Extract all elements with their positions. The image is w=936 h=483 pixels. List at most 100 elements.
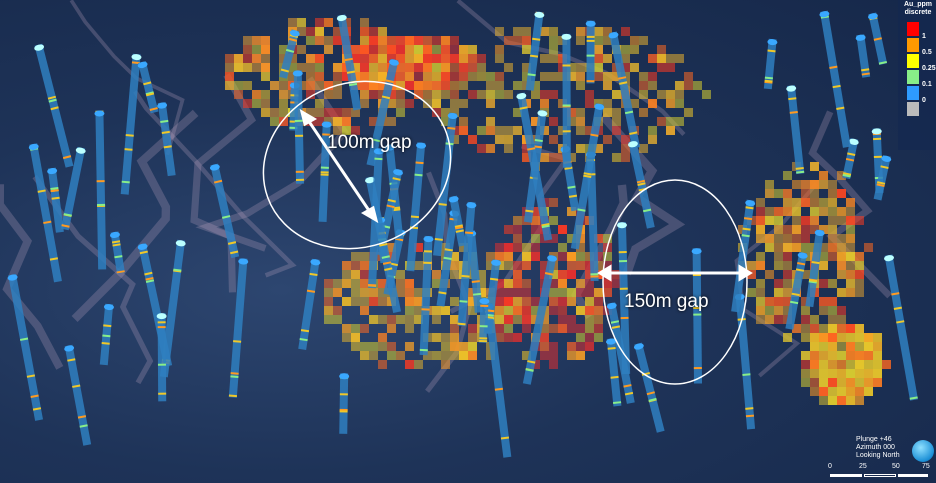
drillhole[interactable] bbox=[60, 146, 86, 231]
grade-block bbox=[387, 117, 396, 126]
grade-block bbox=[369, 90, 378, 99]
drillhole[interactable] bbox=[763, 38, 778, 90]
drillhole[interactable] bbox=[873, 155, 892, 201]
drillhole[interactable] bbox=[47, 167, 65, 233]
grade-block bbox=[441, 63, 450, 72]
drillhole[interactable] bbox=[120, 53, 142, 195]
grade-block bbox=[819, 279, 828, 288]
drillhole[interactable] bbox=[819, 10, 852, 148]
grade-block bbox=[405, 297, 414, 306]
grade-block bbox=[576, 126, 585, 135]
drillhole[interactable] bbox=[318, 121, 332, 222]
drillhole[interactable] bbox=[525, 11, 545, 91]
grade-block bbox=[342, 72, 351, 81]
drillhole[interactable] bbox=[608, 31, 641, 149]
legend-label: 0 bbox=[922, 97, 926, 104]
drillhole[interactable] bbox=[366, 58, 400, 167]
grade-block bbox=[387, 54, 396, 63]
drillhole[interactable] bbox=[730, 199, 756, 313]
grade-block bbox=[594, 270, 603, 279]
drillhole[interactable] bbox=[156, 313, 168, 402]
grade-block bbox=[540, 315, 549, 324]
grade-block bbox=[513, 261, 522, 270]
drillhole[interactable] bbox=[292, 70, 305, 184]
drillhole[interactable] bbox=[157, 102, 177, 177]
drillhole[interactable] bbox=[516, 92, 553, 241]
drillhole[interactable] bbox=[867, 12, 888, 65]
grade-block bbox=[648, 135, 657, 144]
grade-block bbox=[351, 342, 360, 351]
drillhole[interactable] bbox=[209, 163, 240, 259]
grade-block bbox=[468, 45, 477, 54]
grade-block bbox=[351, 324, 360, 333]
drillhole[interactable] bbox=[804, 229, 825, 308]
drillhole[interactable] bbox=[137, 61, 159, 114]
drillhole[interactable] bbox=[784, 251, 808, 330]
grade-block bbox=[774, 297, 783, 306]
grade-block bbox=[531, 297, 540, 306]
grade-block bbox=[756, 288, 765, 297]
drillhole[interactable] bbox=[633, 342, 665, 433]
grade-block bbox=[495, 135, 504, 144]
drillhole[interactable] bbox=[884, 254, 919, 401]
grade-block bbox=[765, 180, 774, 189]
grade-block bbox=[585, 315, 594, 324]
grade-block bbox=[297, 27, 306, 36]
drillhole[interactable] bbox=[606, 338, 623, 407]
drillhole[interactable] bbox=[616, 222, 631, 375]
drillhole[interactable] bbox=[419, 235, 434, 356]
drillhole[interactable] bbox=[841, 138, 859, 180]
grade-block bbox=[774, 261, 783, 270]
grade-block bbox=[594, 234, 603, 243]
grade-block bbox=[810, 162, 819, 171]
drillhole[interactable] bbox=[7, 273, 44, 421]
grade-block bbox=[477, 270, 486, 279]
grade-block bbox=[495, 252, 504, 261]
drillhole[interactable] bbox=[297, 258, 321, 351]
drillhole[interactable] bbox=[448, 195, 467, 247]
grade-block bbox=[594, 324, 603, 333]
drillhole[interactable] bbox=[691, 248, 703, 384]
drillhole[interactable] bbox=[561, 33, 572, 168]
grade-block bbox=[306, 90, 315, 99]
drillhole[interactable] bbox=[338, 373, 350, 434]
drillhole[interactable] bbox=[278, 29, 300, 79]
drillhole[interactable] bbox=[99, 303, 114, 366]
grade-block bbox=[675, 90, 684, 99]
drillhole[interactable] bbox=[110, 231, 126, 274]
grade-block bbox=[846, 207, 855, 216]
drillhole[interactable] bbox=[570, 103, 605, 250]
orientation-sphere-icon[interactable] bbox=[912, 440, 934, 462]
grade-block bbox=[504, 315, 513, 324]
drillhole[interactable] bbox=[627, 140, 655, 229]
grade-block bbox=[477, 72, 486, 81]
grade-block bbox=[846, 288, 855, 297]
grade-block bbox=[549, 27, 558, 36]
grade-block bbox=[459, 72, 468, 81]
grade-block bbox=[441, 333, 450, 342]
grade-block bbox=[504, 333, 513, 342]
drillhole[interactable] bbox=[64, 344, 92, 446]
legend-label: 0.5 bbox=[922, 49, 932, 56]
drillhole[interactable] bbox=[585, 20, 596, 84]
grade-block bbox=[585, 279, 594, 288]
grade-block bbox=[324, 279, 333, 288]
drillhole[interactable] bbox=[28, 143, 63, 283]
drillhole[interactable] bbox=[522, 254, 558, 385]
grade-block bbox=[828, 225, 837, 234]
grade-block bbox=[450, 81, 459, 90]
drillhole[interactable] bbox=[786, 85, 805, 175]
drillhole[interactable] bbox=[456, 201, 477, 327]
drillhole[interactable] bbox=[228, 258, 249, 398]
grade-block bbox=[846, 261, 855, 270]
drillhole[interactable] bbox=[606, 302, 635, 404]
grade-block bbox=[414, 288, 423, 297]
grade-block bbox=[324, 108, 333, 117]
drillhole[interactable] bbox=[478, 297, 490, 343]
grade-block bbox=[387, 99, 396, 108]
drillhole[interactable] bbox=[855, 34, 871, 78]
grade-block bbox=[432, 45, 441, 54]
drillhole[interactable] bbox=[34, 43, 75, 168]
drillhole[interactable] bbox=[94, 110, 107, 270]
